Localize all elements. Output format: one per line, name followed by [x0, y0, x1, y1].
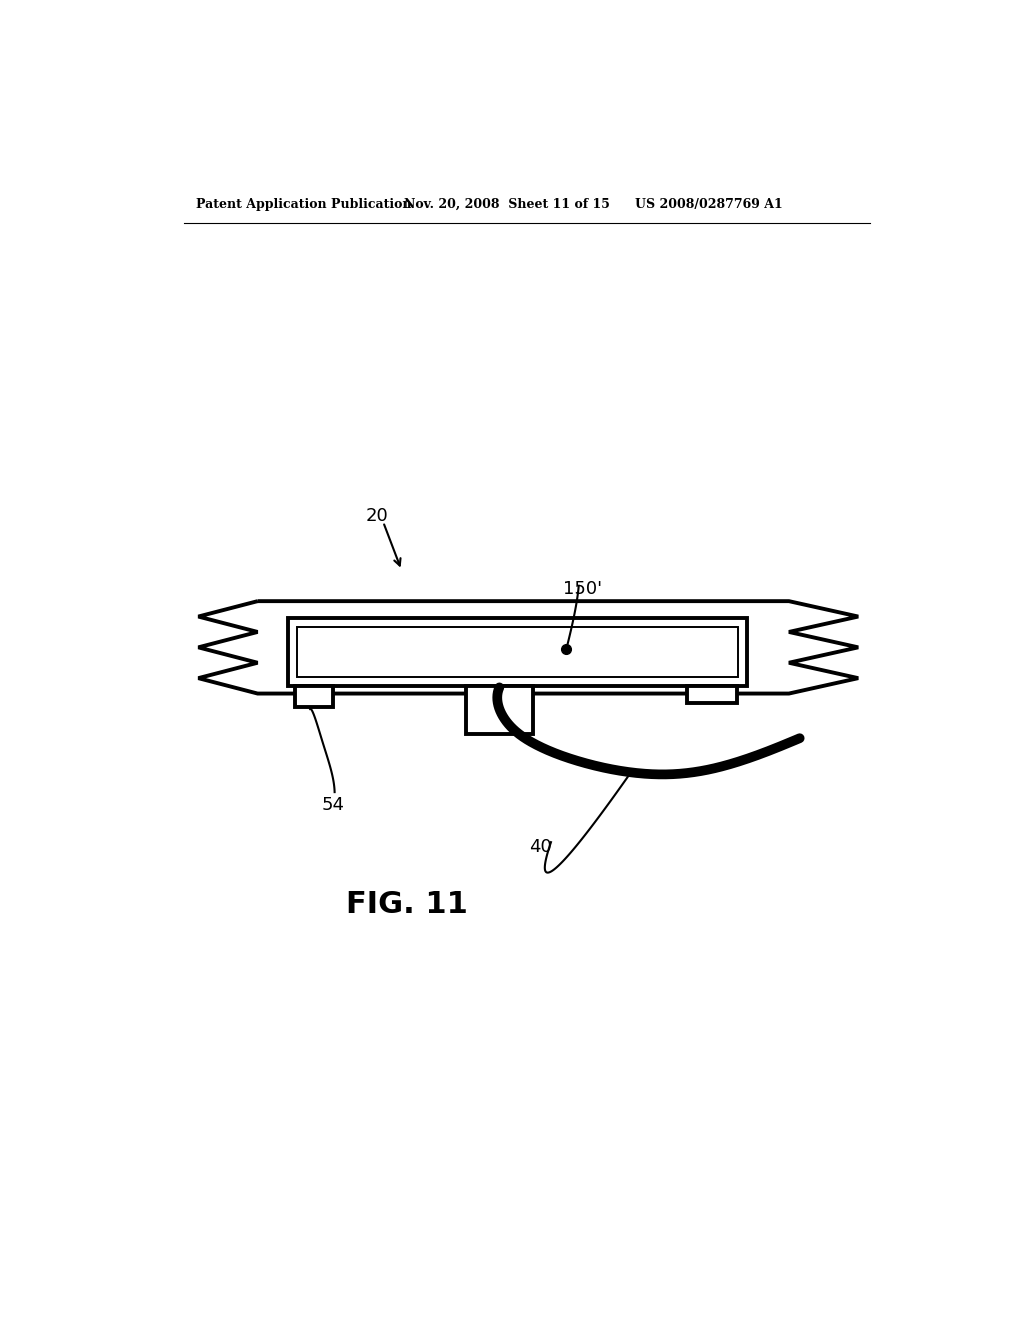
Bar — [295, 686, 333, 708]
Bar — [686, 686, 736, 702]
Text: 20: 20 — [366, 507, 388, 525]
Text: 150': 150' — [563, 579, 602, 598]
Bar — [466, 686, 534, 734]
Text: US 2008/0287769 A1: US 2008/0287769 A1 — [635, 198, 782, 211]
Text: Nov. 20, 2008  Sheet 11 of 15: Nov. 20, 2008 Sheet 11 of 15 — [403, 198, 609, 211]
Bar — [297, 627, 738, 677]
Text: 54: 54 — [322, 796, 344, 814]
Polygon shape — [199, 601, 858, 693]
Text: Patent Application Publication: Patent Application Publication — [196, 198, 412, 211]
Text: FIG. 11: FIG. 11 — [346, 890, 468, 919]
Text: 40: 40 — [529, 838, 552, 857]
Bar — [289, 618, 746, 686]
